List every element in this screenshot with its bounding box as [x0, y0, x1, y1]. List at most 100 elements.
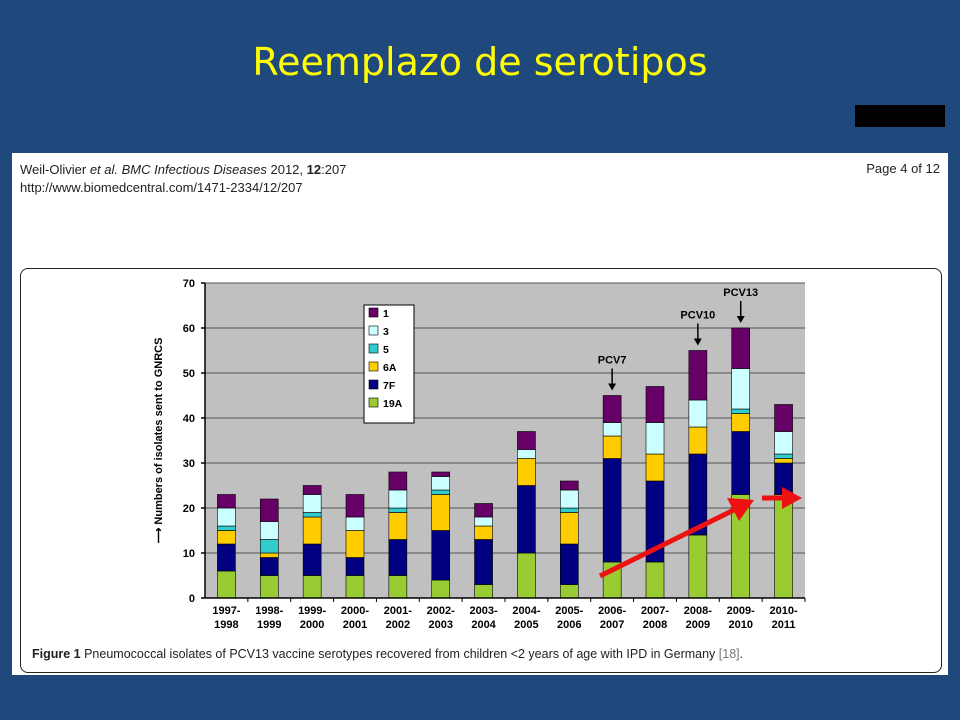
- bar-segment-6A: [559, 512, 579, 545]
- x-tick-label: 1998: [214, 619, 238, 631]
- x-tick-label: 2007-: [641, 605, 669, 617]
- bar-segment-7F: [388, 539, 408, 576]
- legend-label: 7F: [383, 380, 396, 392]
- x-tick-label: 2008-: [684, 605, 712, 617]
- bar-segment-7F: [559, 543, 579, 585]
- y-tick-label: 70: [183, 278, 195, 290]
- y-tick-label: 20: [183, 503, 195, 515]
- bar-segment-3: [388, 489, 408, 509]
- bar-segment-5: [388, 507, 408, 513]
- bar-segment-3: [774, 431, 793, 455]
- x-tick-label: 2009: [686, 619, 710, 631]
- bar-segment-3: [517, 449, 536, 459]
- x-tick-label: 1998-: [255, 605, 283, 617]
- bar-segment-5: [431, 489, 451, 495]
- paper-url: http://www.biomedcentral.com/1471-2334/1…: [20, 180, 303, 195]
- bar-segment-3: [474, 516, 493, 527]
- bar-segment-3: [645, 422, 665, 455]
- trend-arrow-shaft: [598, 504, 742, 579]
- trend-arrows: [598, 487, 802, 579]
- bar-segment-6A: [431, 494, 451, 531]
- citation-journal: BMC Infectious Diseases: [121, 162, 267, 177]
- annotation-label: PCV7: [598, 355, 627, 367]
- citation-etal: et al.: [86, 162, 122, 177]
- bar-segment-1: [259, 498, 279, 522]
- x-tick-label: 2006: [557, 619, 581, 631]
- bar-segment-5: [302, 512, 322, 518]
- annotation-arrow-head: [736, 316, 745, 323]
- trend-arrow-head: [782, 487, 802, 509]
- annotation-arrow-head: [608, 383, 617, 391]
- x-tick-label: 2009-: [727, 605, 755, 617]
- caption-end: .: [739, 647, 744, 661]
- bar-segment-6A: [217, 530, 236, 545]
- bar-segment-19A: [645, 561, 665, 599]
- y-tick-label: 50: [183, 368, 195, 380]
- caption-label: Figure 1: [32, 647, 81, 661]
- bar-segment-1: [517, 431, 536, 450]
- bar-segment-6A: [774, 458, 793, 464]
- bar-segment-7F: [474, 539, 493, 585]
- legend-swatch-1: [368, 307, 379, 318]
- x-tick-label: 2001: [343, 619, 367, 631]
- bar-segment-6A: [645, 453, 665, 482]
- citation-year: 2012,: [266, 162, 307, 177]
- bar-segment-1: [431, 471, 451, 477]
- bar-segment-3: [602, 422, 622, 437]
- bar-segment-19A: [302, 575, 322, 599]
- x-tick-label: 2010: [728, 619, 752, 631]
- axes: 0 10 20 30 40 50 60 70 ⟶ Numbers of isolates sen…: [153, 278, 806, 631]
- bar-segment-1: [559, 480, 579, 491]
- paper-excerpt: Weil-Olivier et al. BMC Infectious Disea…: [12, 153, 948, 675]
- bar-segment-1: [474, 503, 493, 518]
- annotations: PCV7 PCV10 PCV13: [598, 287, 758, 391]
- bar-segment-6A: [345, 530, 365, 558]
- bar-segment-5: [217, 525, 236, 531]
- x-tick-label: 2011: [772, 619, 796, 631]
- x-tick-label: 2003: [428, 619, 452, 631]
- bar-segment-7F: [217, 543, 236, 572]
- legend-swatch-7F: [368, 379, 379, 390]
- bar-segment-3: [731, 368, 751, 410]
- bar-segment-7F: [302, 543, 322, 576]
- bar-segment-7F: [259, 557, 279, 576]
- bar-segment-3: [217, 507, 236, 527]
- legend-label: 6A: [383, 362, 397, 374]
- x-tick-label: 2003-: [470, 605, 498, 617]
- x-tick-label: 2010-: [770, 605, 798, 617]
- y-tick-label: 40: [183, 413, 195, 425]
- bar-segment-6A: [474, 525, 493, 540]
- bar-segment-19A: [345, 575, 365, 599]
- bar-segment-19A: [517, 552, 536, 599]
- bar-segment-3: [302, 494, 322, 513]
- bar-segment-19A: [217, 570, 236, 599]
- bar-segment-19A: [774, 494, 793, 599]
- bar-segment-7F: [431, 530, 451, 581]
- bar-segment-1: [217, 494, 236, 509]
- x-tick-label: 2005: [514, 619, 538, 631]
- x-tick-label: 2006-: [598, 605, 626, 617]
- trend-arrow-head: [727, 498, 754, 521]
- x-tick-label: 1999: [257, 619, 281, 631]
- bar-segment-6A: [259, 552, 279, 558]
- caption-text: Pneumococcal isolates of PCV13 vaccine s…: [80, 647, 719, 661]
- figure-caption: Figure 1 Pneumococcal isolates of PCV13 …: [32, 647, 743, 661]
- figure-frame: [20, 268, 942, 673]
- x-tick-label: 2002-: [427, 605, 455, 617]
- bar-segment-19A: [688, 534, 708, 599]
- citation-author: Weil-Olivier: [20, 162, 87, 177]
- x-tick-label: 2002: [386, 619, 410, 631]
- x-tick-label: 2004: [471, 619, 496, 631]
- citation-volume: 12: [306, 162, 322, 177]
- bar-segment-1: [731, 327, 751, 369]
- bar-segment-6A: [302, 516, 322, 545]
- bar-segment-6A: [602, 435, 622, 459]
- bar-segment-1: [302, 485, 322, 495]
- legend-label: 19A: [383, 398, 403, 410]
- bar-segment-6A: [388, 512, 408, 540]
- plot-area: [205, 282, 805, 598]
- bar-segment-5: [559, 507, 579, 513]
- bar-segment-3: [345, 516, 365, 531]
- bar-segment-1: [688, 350, 708, 401]
- x-tick-label: 2000-: [341, 605, 369, 617]
